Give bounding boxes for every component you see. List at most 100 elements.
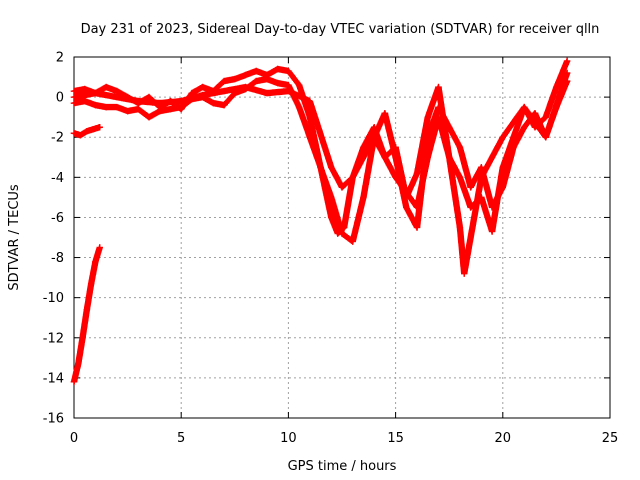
x-tick-label: 10 bbox=[280, 431, 297, 446]
data-point bbox=[274, 79, 281, 87]
data-marks bbox=[70, 57, 571, 386]
data-point bbox=[413, 170, 421, 177]
data-point bbox=[424, 154, 431, 161]
data-point bbox=[510, 144, 517, 151]
data-point bbox=[435, 83, 442, 91]
data-point bbox=[102, 83, 110, 91]
data-point bbox=[96, 244, 103, 251]
data-point bbox=[435, 113, 442, 121]
data-point bbox=[156, 99, 163, 107]
data-point bbox=[178, 97, 185, 105]
series-trace-c bbox=[70, 69, 571, 277]
data-point bbox=[328, 214, 335, 221]
data-point bbox=[96, 123, 103, 131]
y-axis-label: SDTVAR / TECUs bbox=[7, 184, 22, 291]
data-point bbox=[167, 105, 174, 113]
data-point bbox=[461, 270, 468, 277]
x-tick-label: 25 bbox=[602, 431, 619, 446]
data-point bbox=[70, 378, 78, 386]
data-point bbox=[488, 228, 496, 235]
x-tick-label: 15 bbox=[387, 431, 404, 446]
data-point bbox=[478, 174, 485, 181]
data-point bbox=[220, 77, 228, 85]
data-point bbox=[467, 184, 474, 191]
data-point bbox=[253, 77, 260, 85]
data-point bbox=[83, 306, 91, 313]
data-point bbox=[92, 101, 99, 109]
y-tick-label: 0 bbox=[56, 91, 64, 106]
data-point bbox=[231, 75, 238, 83]
data-point bbox=[306, 134, 314, 141]
data-point bbox=[553, 83, 560, 91]
data-point bbox=[295, 103, 303, 111]
data-point bbox=[220, 87, 228, 95]
data-point bbox=[70, 99, 78, 107]
data-point bbox=[242, 83, 249, 91]
y-tick-label: -14 bbox=[43, 371, 64, 386]
data-point bbox=[70, 130, 78, 137]
data-point bbox=[338, 184, 346, 191]
data-point bbox=[274, 65, 281, 73]
data-point bbox=[285, 87, 292, 95]
data-point bbox=[178, 103, 185, 111]
data-point bbox=[392, 154, 399, 161]
data-point bbox=[424, 113, 431, 121]
data-point bbox=[349, 238, 356, 245]
data-point bbox=[199, 83, 206, 91]
data-point bbox=[295, 81, 303, 89]
data-point bbox=[328, 194, 335, 201]
data-point bbox=[317, 164, 324, 171]
data-point bbox=[328, 164, 335, 171]
data-point bbox=[70, 87, 78, 95]
data-point bbox=[338, 230, 346, 237]
data-point bbox=[145, 113, 153, 121]
data-point bbox=[156, 107, 163, 115]
data-point bbox=[83, 128, 91, 135]
data-point bbox=[263, 75, 271, 83]
data-point bbox=[81, 85, 88, 93]
data-point bbox=[75, 360, 82, 368]
data-point bbox=[521, 103, 528, 111]
data-point bbox=[370, 134, 378, 141]
data-point bbox=[381, 109, 389, 117]
y-tick-label: -2 bbox=[51, 131, 64, 146]
y-tick-label: -4 bbox=[51, 171, 64, 186]
data-point bbox=[220, 101, 228, 109]
data-point bbox=[349, 174, 356, 181]
data-point bbox=[242, 71, 249, 79]
data-point bbox=[413, 224, 421, 231]
data-point bbox=[542, 113, 549, 121]
data-point bbox=[87, 280, 95, 287]
data-point bbox=[199, 91, 206, 99]
data-point bbox=[135, 105, 142, 113]
x-tick-label: 0 bbox=[70, 431, 78, 446]
data-point bbox=[563, 57, 571, 65]
data-point bbox=[499, 134, 506, 141]
data-point bbox=[499, 184, 506, 191]
data-point bbox=[456, 224, 464, 231]
data-point bbox=[488, 204, 496, 211]
x-axis-label: GPS time / hours bbox=[288, 459, 397, 474]
data-point bbox=[521, 123, 528, 131]
y-tick-label: -6 bbox=[51, 211, 64, 226]
y-tick-label: -10 bbox=[43, 291, 64, 306]
data-point bbox=[253, 67, 260, 75]
data-point bbox=[435, 103, 442, 111]
data-point bbox=[77, 132, 84, 139]
series-trace-early-descent bbox=[70, 244, 103, 386]
data-point bbox=[446, 154, 453, 161]
chart-title: Day 231 of 2023, Sidereal Day-to-day VTE… bbox=[81, 22, 600, 37]
x-tick-label: 5 bbox=[177, 431, 185, 446]
data-point bbox=[113, 87, 121, 95]
data-point bbox=[92, 89, 99, 97]
data-point bbox=[90, 126, 97, 133]
data-point bbox=[446, 123, 453, 131]
data-point bbox=[102, 103, 110, 111]
data-point bbox=[79, 334, 86, 341]
data-point bbox=[531, 109, 539, 117]
data-point bbox=[360, 194, 367, 201]
y-tick-label: -16 bbox=[43, 412, 64, 427]
data-point bbox=[285, 81, 292, 89]
